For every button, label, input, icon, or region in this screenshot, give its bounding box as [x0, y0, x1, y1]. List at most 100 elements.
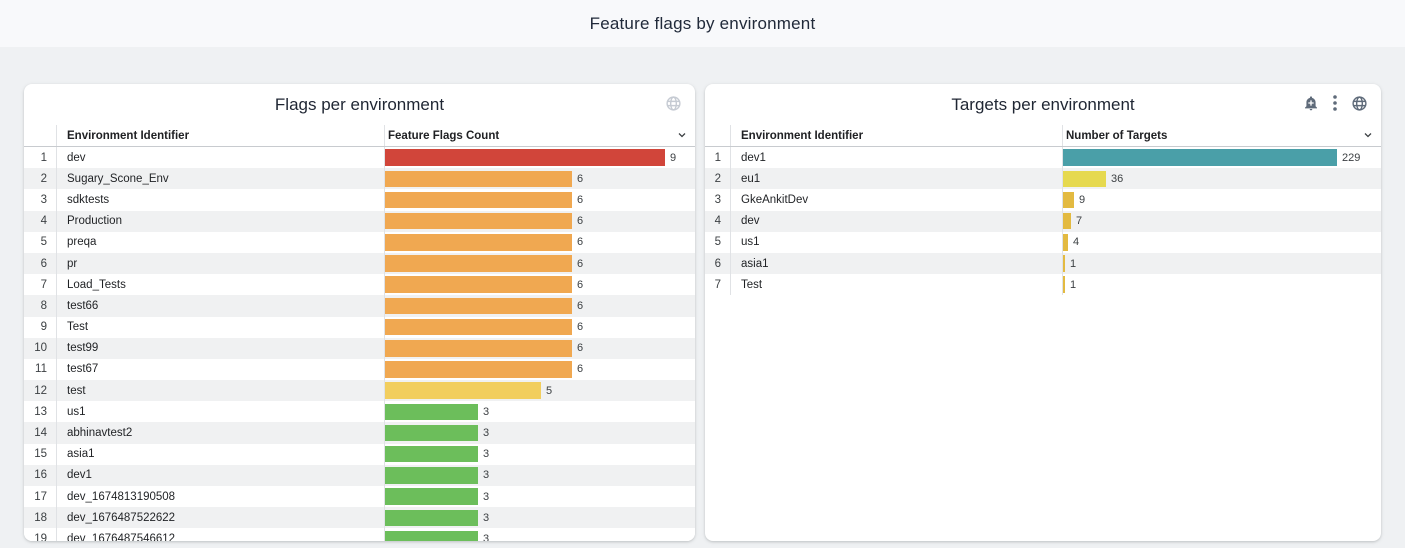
globe-icon[interactable]	[664, 94, 682, 112]
value-label: 6	[577, 172, 584, 185]
environment-name: asia1	[57, 443, 385, 465]
value-bar[interactable]	[1063, 149, 1337, 166]
table-row: 16 dev1 3	[24, 464, 695, 486]
environment-name: sdktests	[57, 189, 385, 211]
value-bar[interactable]	[1063, 234, 1068, 251]
value-label: 1	[1070, 278, 1077, 291]
value-label: 3	[483, 469, 490, 482]
value-bar[interactable]	[385, 340, 572, 357]
value-label: 3	[483, 511, 490, 524]
value-bar[interactable]	[385, 276, 572, 293]
bar-cell: 3	[385, 422, 695, 443]
value-bar[interactable]	[1063, 170, 1106, 188]
bar-cell: 6	[385, 359, 695, 380]
value-bar[interactable]	[1063, 212, 1071, 230]
environment-name: test	[57, 380, 385, 402]
value-label: 3	[483, 427, 490, 440]
bar-cell: 3	[385, 486, 695, 507]
value-label: 36	[1111, 172, 1124, 185]
value-label: 3	[483, 532, 490, 541]
bar-cell: 7	[1063, 211, 1381, 232]
value-bar[interactable]	[385, 255, 572, 272]
row-index: 5	[24, 231, 57, 253]
table-row: 4 dev 7	[705, 210, 1381, 232]
value-label: 1	[1070, 257, 1077, 270]
page-title: Feature flags by environment	[589, 13, 816, 33]
bar-cell: 1	[1063, 253, 1381, 274]
table-row: 4 Production 6	[24, 210, 695, 232]
kebab-menu-icon[interactable]	[1331, 94, 1339, 112]
chevron-down-icon[interactable]	[1362, 129, 1374, 144]
value-bar[interactable]	[385, 382, 541, 399]
value-bar[interactable]	[1063, 255, 1065, 272]
value-bar[interactable]	[385, 297, 572, 315]
table-body: 1 dev1 229 2 eu1 36 3 GkeAnkitDev 9 4 dev 7 5 us1 4 6 as…	[705, 147, 1381, 541]
value-bar[interactable]	[385, 403, 478, 421]
chart-card-targets: Targets per environment Environment	[705, 84, 1381, 541]
bar-cell: 9	[385, 147, 695, 168]
table-row: 17 dev_1674813190508 3	[24, 486, 695, 508]
environment-name: Test	[57, 316, 385, 338]
bar-cell: 3	[385, 507, 695, 528]
row-index: 16	[24, 464, 57, 486]
table-row: 10 test99 6	[24, 337, 695, 359]
environment-name: us1	[731, 231, 1063, 253]
bar-cell: 229	[1063, 147, 1381, 168]
row-index: 6	[24, 252, 57, 275]
value-bar[interactable]	[385, 509, 478, 527]
value-bar[interactable]	[385, 445, 478, 463]
table-row: 5 us1 4	[705, 231, 1381, 253]
row-index: 7	[705, 274, 731, 296]
bar-cell: 36	[1063, 168, 1381, 189]
row-index: 15	[24, 443, 57, 465]
chevron-down-icon[interactable]	[676, 129, 688, 144]
row-index: 7	[24, 274, 57, 296]
bar-cell: 6	[385, 338, 695, 359]
value-bar[interactable]	[385, 191, 572, 209]
table-row: 2 eu1 36	[705, 168, 1381, 190]
column-header-count[interactable]: Feature Flags Count	[388, 129, 500, 142]
value-bar[interactable]	[1063, 191, 1074, 209]
value-bar[interactable]	[385, 234, 572, 251]
globe-icon[interactable]	[1350, 94, 1368, 112]
table-row: 18 dev_1676487522622 3	[24, 507, 695, 529]
environment-name: us1	[57, 401, 385, 423]
value-label: 4	[1073, 236, 1080, 249]
table-row: 7 Load_Tests 6	[24, 274, 695, 296]
column-header-environment[interactable]: Environment Identifier	[57, 125, 385, 146]
add-alert-icon[interactable]	[1302, 94, 1320, 112]
value-bar[interactable]	[385, 467, 478, 484]
value-label: 9	[670, 151, 677, 164]
table-row: 3 sdktests 6	[24, 189, 695, 211]
value-label: 3	[483, 448, 490, 461]
bar-cell: 3	[385, 528, 695, 541]
column-header-targets[interactable]: Number of Targets	[1066, 129, 1168, 142]
bar-cell: 9	[1063, 189, 1381, 210]
value-bar[interactable]	[1063, 276, 1065, 293]
row-index: 2	[24, 168, 57, 190]
row-index: 5	[705, 231, 731, 253]
row-index: 4	[24, 210, 57, 232]
row-index: 17	[24, 486, 57, 508]
bar-cell: 6	[385, 189, 695, 210]
table-row: 2 Sugary_Scone_Env 6	[24, 168, 695, 190]
table-row: 19 dev_1676487546612 3	[24, 528, 695, 541]
value-bar[interactable]	[385, 488, 478, 505]
value-bar[interactable]	[385, 212, 572, 230]
value-bar[interactable]	[385, 530, 478, 541]
value-bar[interactable]	[385, 361, 572, 378]
value-bar[interactable]	[385, 318, 572, 336]
value-bar[interactable]	[385, 424, 478, 442]
bar-cell: 3	[385, 444, 695, 465]
value-label: 6	[577, 278, 584, 291]
value-label: 7	[1076, 215, 1083, 228]
environment-name: dev1	[57, 464, 385, 486]
bar-cell: 5	[385, 380, 695, 401]
value-bar[interactable]	[385, 170, 572, 188]
row-index: 3	[24, 189, 57, 211]
bar-cell: 1	[1063, 274, 1381, 295]
row-index: 1	[705, 147, 731, 169]
column-header-environment[interactable]: Environment Identifier	[731, 125, 1063, 146]
value-bar[interactable]	[385, 149, 665, 166]
bar-cell: 6	[385, 295, 695, 316]
